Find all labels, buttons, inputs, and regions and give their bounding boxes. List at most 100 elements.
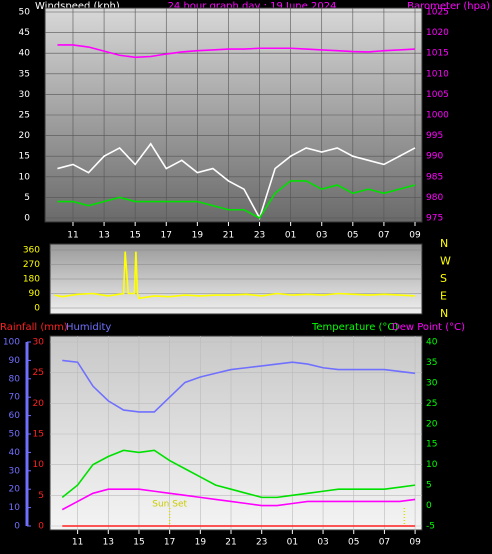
y-tick-label: 30 xyxy=(33,338,45,348)
y-axis-title: Rainfall (mm) xyxy=(0,322,68,333)
y2-tick-label: 15 xyxy=(426,440,437,450)
y-tick-label: 30 xyxy=(19,90,31,100)
x-tick-label: 05 xyxy=(348,538,359,548)
series-line xyxy=(61,449,416,499)
y-tick-label: 0 xyxy=(34,304,40,314)
x-tick-label: 03 xyxy=(316,231,327,241)
x-tick-label: 15 xyxy=(133,538,144,548)
y-tick-label: 15 xyxy=(19,152,30,162)
series-line xyxy=(61,488,416,511)
compass-label: W xyxy=(440,255,451,268)
y2-tick-label: 40 xyxy=(426,338,438,348)
series-line xyxy=(54,251,416,300)
y2-tick-label: 975 xyxy=(426,214,443,224)
y3-tick-label: 70 xyxy=(9,393,21,403)
y2-tick-label: 35 xyxy=(426,358,437,368)
y-tick-label: 10 xyxy=(19,172,31,182)
series-line xyxy=(62,359,416,413)
x-tick-label: 09 xyxy=(409,231,421,241)
y2-axis-title: Temperature (°C) xyxy=(311,322,398,333)
y2-tick-label: 30 xyxy=(426,378,438,388)
x-tick-label: 13 xyxy=(103,538,114,548)
x-tick-label: 21 xyxy=(223,231,234,241)
x-tick-label: 21 xyxy=(225,538,236,548)
y-tick-label: 360 xyxy=(23,246,40,256)
y3-tick-label: 0 xyxy=(14,522,20,532)
compass-label: E xyxy=(440,290,447,303)
y2-tick-label: 20 xyxy=(426,419,438,429)
y2-axis-title: Barometer (hpa) xyxy=(407,1,490,12)
y2-tick-label: 1005 xyxy=(426,90,449,100)
y2-tick-label: 0 xyxy=(426,501,432,511)
y-tick-label: 50 xyxy=(19,8,31,18)
y-axis-title: Windspeed (kph) xyxy=(35,1,120,12)
y3-tick-label: 80 xyxy=(9,374,21,384)
x-tick-label: 01 xyxy=(285,231,296,241)
y3-axis-title: Humidity xyxy=(66,322,111,333)
y2-tick-label: -5 xyxy=(426,522,435,532)
x-tick-label: 01 xyxy=(287,538,298,548)
y-tick-label: 5 xyxy=(24,193,30,203)
compass-label: N xyxy=(440,237,448,250)
y2-tick-label: 1020 xyxy=(426,28,449,38)
y-tick-label: 35 xyxy=(19,69,30,79)
y2-tick-label: 985 xyxy=(426,172,443,182)
y3-tick-label: 50 xyxy=(9,430,21,440)
y-tick-label: 20 xyxy=(33,399,45,409)
y3-tick-label: 20 xyxy=(9,485,21,495)
x-tick-label: 13 xyxy=(98,231,109,241)
x-tick-label: 05 xyxy=(347,231,358,241)
x-tick-label: 09 xyxy=(409,538,421,548)
y2-tick-label: 1010 xyxy=(426,69,449,79)
y3-tick-label: 30 xyxy=(9,466,21,476)
x-tick-label: 19 xyxy=(195,538,207,548)
x-tick-label: 17 xyxy=(161,231,172,241)
chart-title: 24 hour graph day : 19 June 2024 xyxy=(168,1,337,12)
x-tick-label: 07 xyxy=(378,231,389,241)
y-tick-label: 10 xyxy=(33,460,45,470)
y3-tick-label: 90 xyxy=(9,356,21,366)
y-tick-label: 0 xyxy=(38,522,44,532)
y2-tick-label: 995 xyxy=(426,131,443,141)
y-tick-label: 180 xyxy=(23,275,40,285)
compass-label: S xyxy=(440,272,447,285)
y-tick-label: 0 xyxy=(24,214,30,224)
y-tick-label: 40 xyxy=(19,49,31,59)
x-tick-label: 11 xyxy=(72,538,83,548)
y2-tick-label: 1000 xyxy=(426,111,449,121)
y2-tick-label: 25 xyxy=(426,399,437,409)
y-tick-label: 270 xyxy=(23,260,40,270)
x-tick-label: 11 xyxy=(67,231,78,241)
y3-tick-label: 40 xyxy=(9,448,21,458)
y3-tick-label: 10 xyxy=(9,503,21,513)
x-tick-label: 03 xyxy=(317,538,328,548)
y2-tick-label: 980 xyxy=(426,193,443,203)
y2-tick-label: 10 xyxy=(426,460,438,470)
y3-tick-label: 60 xyxy=(9,411,21,421)
series-line xyxy=(57,142,416,221)
x-tick-label: 07 xyxy=(379,538,390,548)
x-tick-label: 23 xyxy=(254,231,265,241)
y3-tick-label: 100 xyxy=(3,338,20,348)
y-tick-label: 45 xyxy=(19,28,30,38)
y2-tick-label: 1025 xyxy=(426,8,449,18)
y-tick-label: 20 xyxy=(19,131,31,141)
series-line xyxy=(57,44,416,59)
annotation: Sun Set xyxy=(152,500,187,510)
y2-tick-label: 990 xyxy=(426,152,443,162)
x-tick-label: 17 xyxy=(164,538,175,548)
y-tick-label: 25 xyxy=(33,368,44,378)
y2-tick-label: 1015 xyxy=(426,49,449,59)
x-tick-label: 23 xyxy=(256,538,267,548)
compass-label: N xyxy=(440,307,448,320)
y-tick-label: 25 xyxy=(19,111,30,121)
y-tick-label: 90 xyxy=(29,289,41,299)
y2b-axis-title: Dew Point (°C) xyxy=(392,322,465,333)
x-tick-label: 15 xyxy=(129,231,140,241)
x-tick-label: 19 xyxy=(192,231,204,241)
y2-tick-label: 5 xyxy=(426,481,432,491)
series-line xyxy=(57,180,416,220)
y-tick-label: 15 xyxy=(33,430,44,440)
